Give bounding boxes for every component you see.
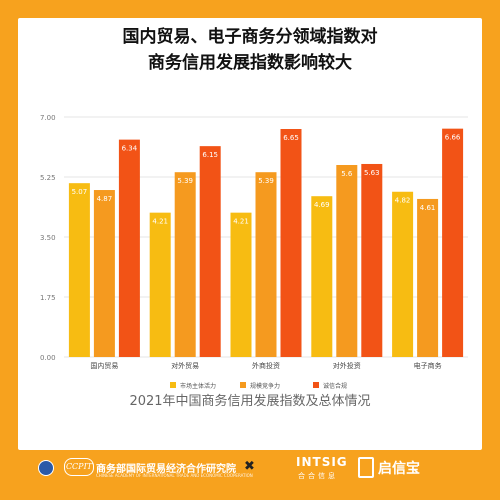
- data-label: 5.39: [258, 177, 274, 185]
- data-label: 6.34: [122, 145, 138, 153]
- chart-caption: 2021年中国商务信用发展指数及总体情况: [129, 394, 371, 409]
- legend-label: 诚信合规: [323, 382, 347, 390]
- data-label: 4.69: [314, 201, 330, 209]
- x-tick-label: 国内贸易: [90, 361, 118, 370]
- chart-title: 国内贸易、电子商务分领域指数对 商务信用发展指数影响较大: [0, 24, 500, 76]
- globe-icon: [38, 460, 54, 476]
- bar: [417, 198, 439, 357]
- y-tick-label: 5.25: [40, 174, 56, 182]
- data-label: 4.82: [395, 197, 411, 205]
- bar: [93, 190, 115, 357]
- qixinbao-logo-icon: [358, 457, 374, 478]
- bar: [149, 212, 171, 357]
- org-name: 商务部国际贸易经济合作研究院: [96, 464, 236, 475]
- data-label: 4.87: [97, 195, 113, 203]
- bar: [174, 172, 196, 357]
- x-tick-label: 外商投资: [252, 361, 280, 370]
- data-label: 4.21: [152, 218, 168, 226]
- title-line-2: 商务信用发展指数影响较大: [148, 53, 352, 73]
- data-label: 5.39: [177, 177, 193, 185]
- qixinbao-name: 启信宝: [378, 461, 420, 477]
- bar: [311, 196, 333, 357]
- bar: [255, 172, 277, 357]
- y-tick-label: 1.75: [40, 294, 56, 302]
- bar: [230, 212, 252, 357]
- ccpit-logo: CCPIT: [64, 458, 94, 476]
- legend-swatch: [170, 382, 176, 388]
- y-tick-label: 7.00: [40, 114, 56, 122]
- data-label: 6.15: [202, 151, 218, 159]
- data-label: 6.66: [445, 134, 461, 142]
- data-label: 5.63: [364, 169, 380, 177]
- y-tick-label: 3.50: [40, 234, 56, 242]
- bar: [118, 139, 140, 357]
- data-label: 4.21: [233, 218, 249, 226]
- legend-label: 市场主体活力: [180, 382, 216, 390]
- legend-label: 规模竞争力: [250, 382, 280, 390]
- bar: [442, 128, 464, 357]
- bar: [361, 163, 383, 357]
- bar: [392, 191, 414, 357]
- data-label: 6.65: [283, 134, 299, 142]
- x-tick-label: 电子商务: [414, 361, 442, 370]
- intsig-subtitle: 合合信息: [298, 472, 338, 480]
- legend-swatch: [240, 382, 246, 388]
- y-tick-label: 0.00: [40, 354, 56, 362]
- bar: [68, 183, 90, 357]
- bar: [199, 146, 221, 357]
- bar: [336, 165, 358, 357]
- title-line-1: 国内贸易、电子商务分领域指数对: [122, 27, 378, 47]
- org-name-en: CHINESE ACADEMY OF INTERNATIONAL TRADE A…: [96, 473, 253, 478]
- data-label: 4.61: [420, 204, 436, 212]
- x-tick-label: 对外贸易: [171, 361, 199, 370]
- data-label: 5.07: [72, 188, 88, 196]
- legend-swatch: [313, 382, 319, 388]
- collaboration-x-icon: ✖: [244, 459, 255, 474]
- data-label: 5.6: [341, 170, 353, 178]
- intsig-logo: INTSIG: [296, 455, 348, 469]
- bar: [280, 129, 302, 357]
- x-tick-label: 对外投资: [333, 361, 361, 370]
